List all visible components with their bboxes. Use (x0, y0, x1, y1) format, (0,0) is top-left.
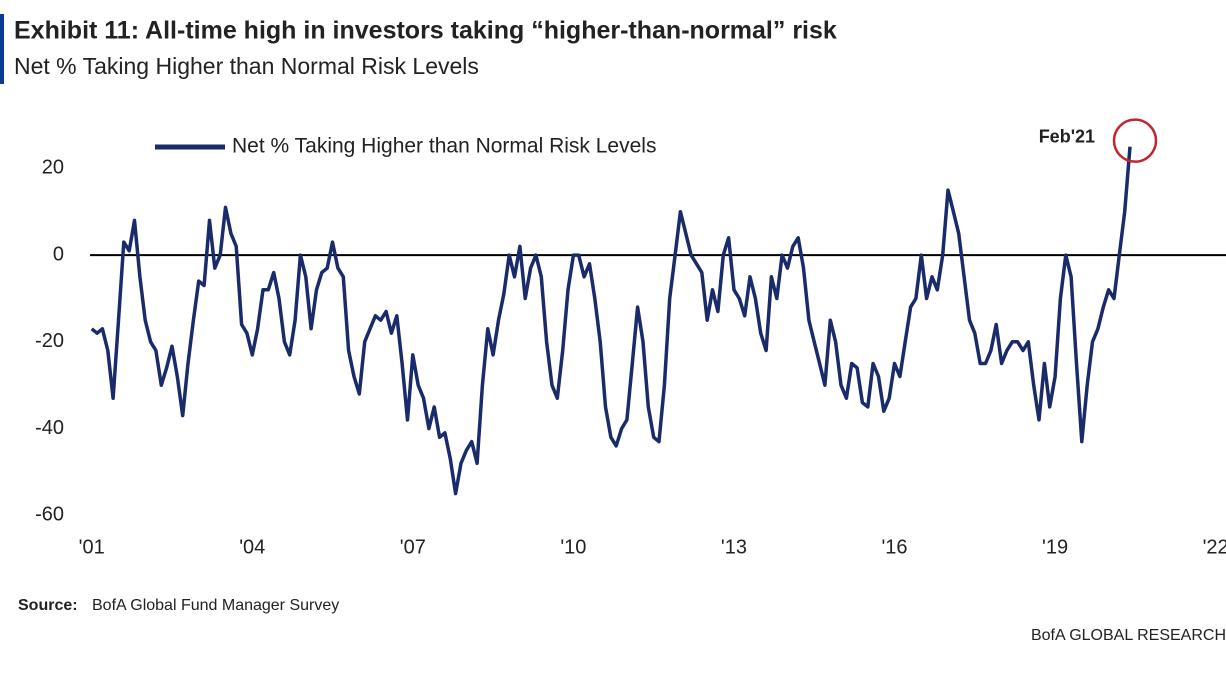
chart-title: Exhibit 11: All-time high in investors t… (14, 17, 837, 45)
x-tick-label: '01 (79, 536, 105, 558)
legend-label: Net % Taking Higher than Normal Risk Lev… (232, 135, 656, 158)
data-line (90, 146, 1132, 496)
x-tick-label: '16 (881, 536, 907, 558)
accent-bar (0, 14, 4, 84)
footer: BofA GLOBAL RESEARCH (1031, 627, 1226, 644)
x-tick-label: '19 (1042, 536, 1068, 558)
y-tick-label: -20 (35, 330, 64, 352)
y-tick-label: -60 (35, 504, 64, 526)
x-tick-label: '10 (560, 536, 586, 558)
x-tick-label: '07 (400, 536, 426, 558)
y-tick-label: 20 (42, 157, 64, 179)
y-tick-label: -40 (35, 417, 64, 439)
highlight-circle (1112, 118, 1158, 163)
x-tick-label: '13 (721, 536, 747, 558)
y-tick-label: 0 (53, 243, 64, 265)
x-tick-label: '22 (1203, 536, 1226, 558)
source-label: Source: (18, 597, 78, 614)
x-tick-label: '04 (239, 536, 265, 558)
source: BofA Global Fund Manager Survey (92, 597, 339, 614)
chart-subtitle: Net % Taking Higher than Normal Risk Lev… (14, 53, 479, 79)
annotation: Feb'21 (1039, 126, 1095, 146)
